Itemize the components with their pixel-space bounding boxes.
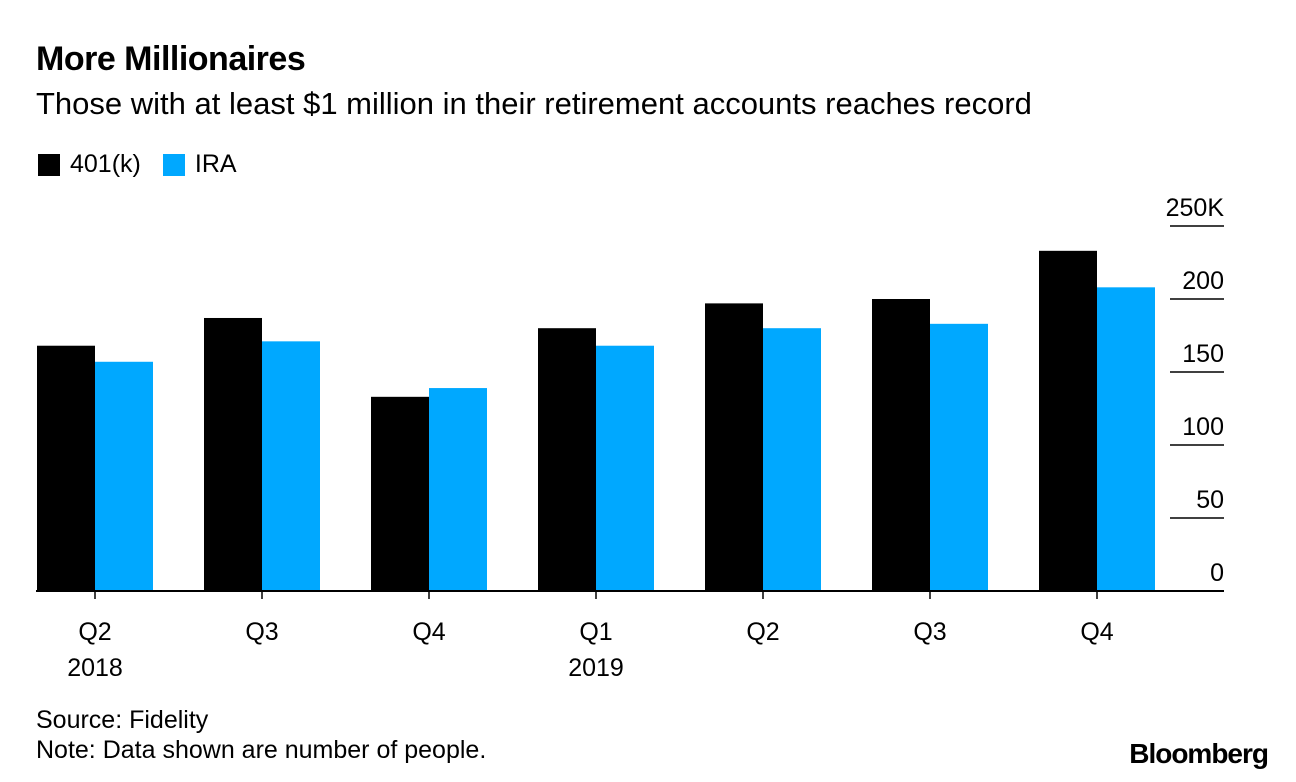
data-note: Note: Data shown are number of people. bbox=[36, 736, 487, 764]
bar-401k bbox=[872, 299, 930, 591]
legend-item-401k: 401(k) bbox=[38, 150, 141, 179]
y-tick-label: 50 bbox=[1196, 486, 1224, 514]
x-tick-label: Q2 bbox=[78, 618, 111, 646]
bar-401k bbox=[37, 345, 95, 591]
bar-ira bbox=[262, 341, 320, 591]
x-tick-label: Q3 bbox=[913, 618, 946, 646]
bar-ira bbox=[429, 388, 487, 591]
x-tick-label: Q2 bbox=[746, 618, 779, 646]
bar-ira bbox=[95, 361, 153, 591]
chart-title: More Millionaires bbox=[36, 40, 306, 78]
chart-subtitle: Those with at least $1 million in their … bbox=[36, 86, 1032, 121]
legend: 401(k) IRA bbox=[38, 150, 259, 179]
x-tick-label: Q4 bbox=[1080, 618, 1113, 646]
bloomberg-logo: Bloomberg bbox=[1129, 738, 1269, 769]
legend-label-401k: 401(k) bbox=[70, 150, 141, 178]
y-tick-label: 100 bbox=[1182, 413, 1224, 441]
bar-401k bbox=[705, 303, 763, 591]
x-tick-label: Q1 bbox=[579, 618, 612, 646]
legend-swatch-ira bbox=[162, 153, 185, 176]
bar-ira bbox=[930, 323, 988, 591]
source-note: Source: Fidelity bbox=[36, 706, 209, 734]
y-tick-label: 200 bbox=[1182, 267, 1224, 295]
y-tick-label: 150 bbox=[1182, 340, 1224, 368]
x-tick-label: Q3 bbox=[245, 618, 278, 646]
bar-ira bbox=[763, 328, 821, 591]
x-year-label: 2018 bbox=[67, 654, 123, 682]
legend-item-ira: IRA bbox=[162, 150, 237, 179]
legend-label-ira: IRA bbox=[194, 150, 237, 178]
legend-swatch-401k bbox=[38, 153, 60, 176]
bar-ira bbox=[1097, 287, 1155, 591]
bar-401k bbox=[204, 317, 262, 591]
y-tick-label: 250K bbox=[1166, 194, 1225, 222]
y-tick-label: 0 bbox=[1210, 559, 1224, 587]
x-year-label: 2019 bbox=[568, 654, 624, 682]
bar-401k bbox=[538, 328, 596, 591]
bar-ira bbox=[596, 345, 654, 591]
x-tick-label: Q4 bbox=[412, 618, 445, 646]
bar-401k bbox=[1039, 250, 1097, 591]
bar-401k bbox=[371, 396, 429, 591]
